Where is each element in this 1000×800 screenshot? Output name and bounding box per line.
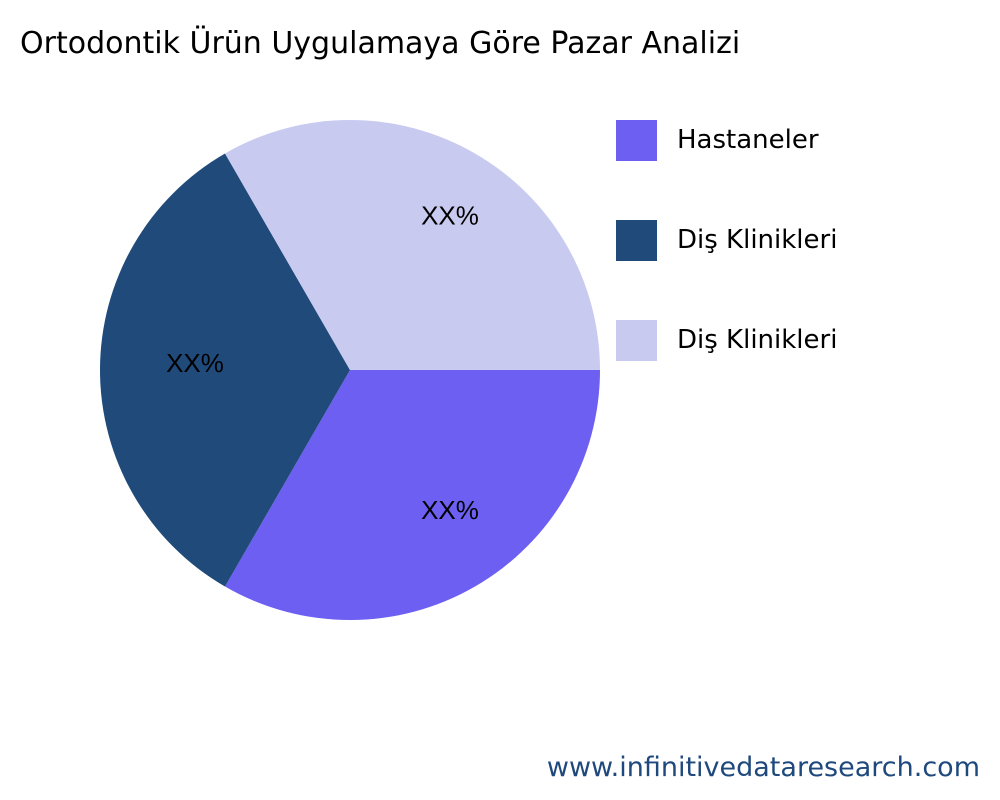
legend-item-1: Diş Klinikleri	[616, 219, 838, 261]
chart-title: Ortodontik Ürün Uygulamaya Göre Pazar An…	[20, 26, 741, 61]
slice-data-label-1: XX%	[166, 348, 224, 378]
legend-swatch	[616, 319, 657, 361]
legend-swatch	[616, 219, 657, 261]
slice-data-label-2: XX%	[421, 201, 479, 231]
legend-label: Diş Klinikleri	[677, 325, 838, 355]
pie-slice-0	[225, 370, 600, 620]
legend-item-0: Hastaneler	[616, 119, 819, 161]
watermark-url: www.infinitivedataresearch.com	[546, 752, 980, 783]
pie-slice-2	[225, 119, 600, 370]
slice-data-label-0: XX%	[421, 495, 479, 525]
legend-item-2: Diş Klinikleri	[616, 319, 838, 361]
legend-label: Hastaneler	[677, 125, 819, 155]
legend-label: Diş Klinikleri	[677, 225, 838, 255]
legend-swatch	[616, 119, 657, 161]
